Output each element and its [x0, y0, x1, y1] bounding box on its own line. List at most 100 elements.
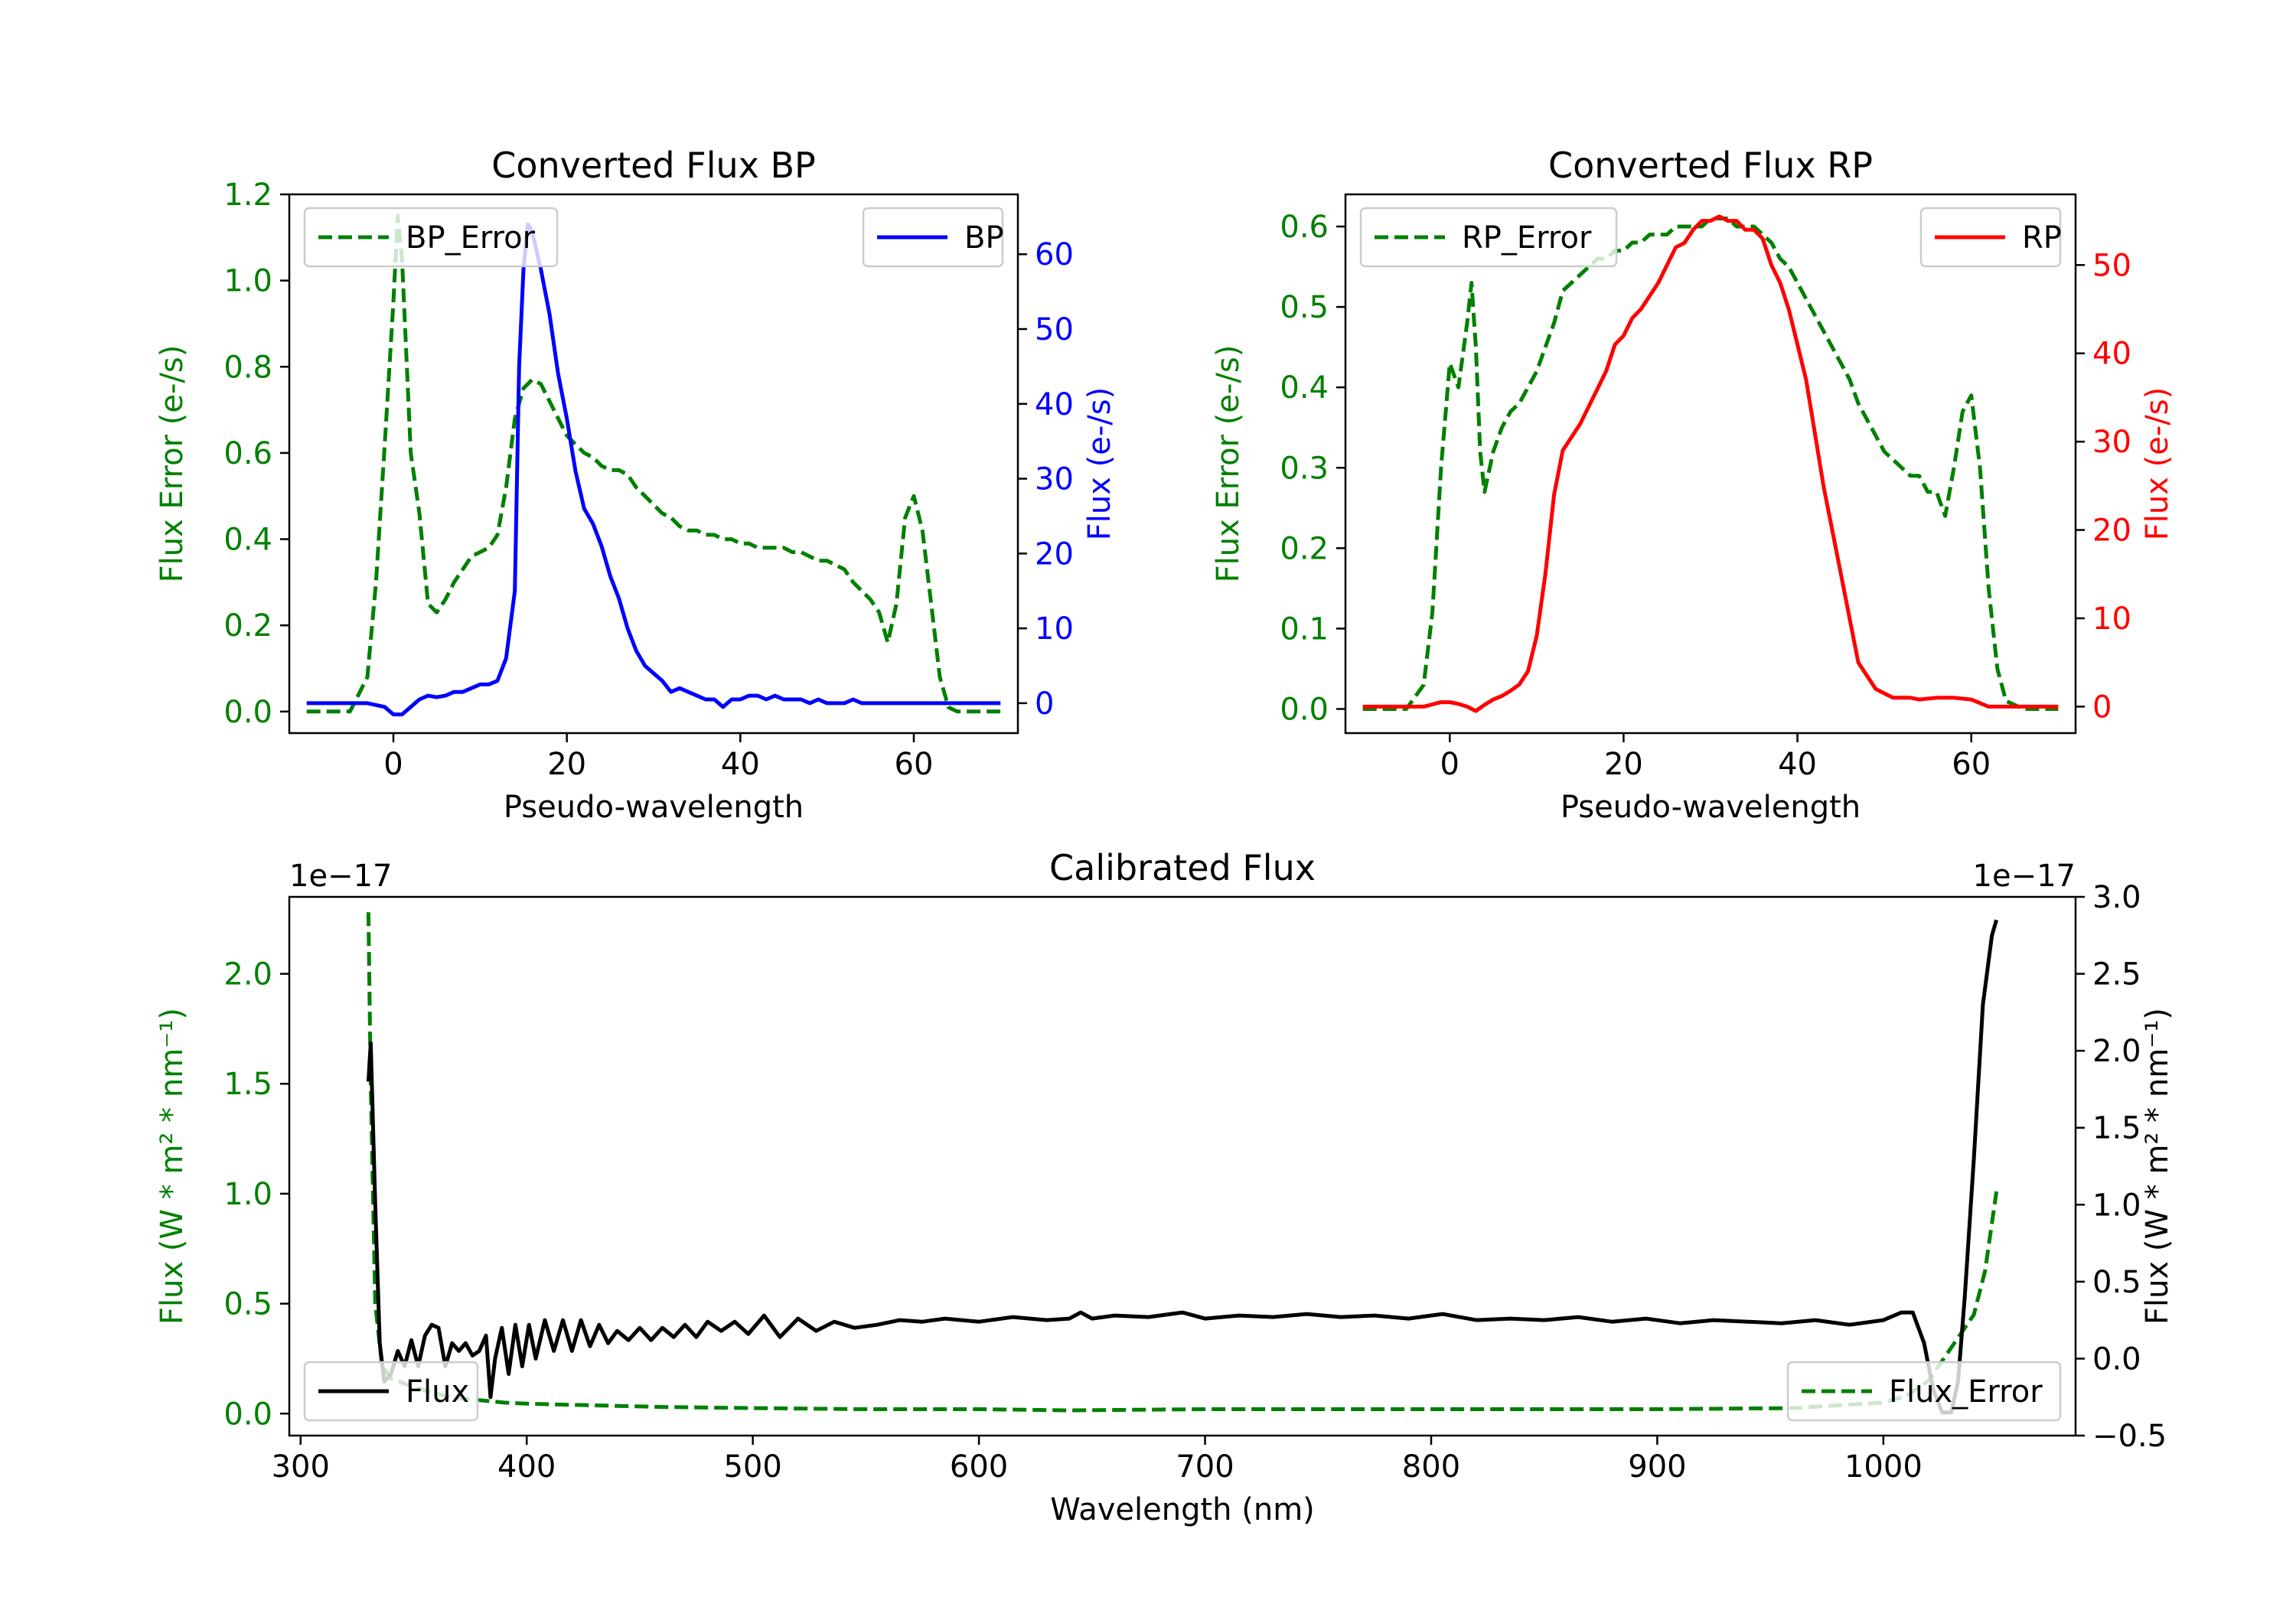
- x-tick-label: 500: [723, 1449, 781, 1485]
- y-right-tick-label: 0.0: [2092, 1341, 2141, 1377]
- y-right-tick-label: 0: [1035, 686, 1054, 722]
- y-right-axis-label: Flux (e-/s): [2140, 387, 2175, 540]
- legend-label: RP_Error: [1462, 220, 1592, 256]
- legend-label: Flux: [406, 1374, 469, 1410]
- x-tick-label: 40: [721, 747, 760, 782]
- chart-title: Converted Flux RP: [1548, 145, 1873, 186]
- y-right-tick-label: 50: [1035, 312, 1074, 347]
- y-left-tick-label: 0.0: [223, 1397, 272, 1432]
- x-tick-label: 60: [1952, 747, 1991, 782]
- y-left-axis-label: Flux Error (e-/s): [1211, 345, 1246, 583]
- legend-box: [303, 1361, 479, 1422]
- y-left-tick-label: 1.0: [223, 1177, 272, 1212]
- y-left-axis-label: Flux (W * m² * nm⁻¹): [155, 1008, 190, 1325]
- legend-right: RP: [1919, 207, 2062, 268]
- axes-frame: [1344, 193, 2077, 735]
- y-right-tick-label: 10: [1035, 611, 1074, 647]
- y-right-tick-label: 60: [1035, 237, 1074, 272]
- y-left-tick-label: 0.6: [223, 436, 272, 471]
- x-tick-label: 700: [1176, 1449, 1234, 1485]
- y-right-tick-label: 10: [2092, 601, 2131, 637]
- y-right-tick-label: −0.5: [2092, 1419, 2167, 1454]
- y-left-tick-label: 0.5: [1280, 290, 1329, 325]
- y-right-tick-label: 1.0: [2092, 1188, 2141, 1223]
- x-tick-label: 20: [547, 747, 586, 782]
- series-line-flux: [366, 919, 1998, 1415]
- x-tick-label: 60: [895, 747, 934, 782]
- y-left-tick-label: 0.4: [1280, 370, 1329, 406]
- legend-right: BP: [862, 207, 1004, 268]
- y-left-tick-label: 0.1: [1280, 611, 1329, 647]
- chart-2: Converted Flux RP 0 20 40 60 0.0 0.1 0.2 0.3 0.4 0…: [1211, 145, 2175, 825]
- x-tick-label: 40: [1778, 747, 1817, 782]
- y-left-tick-label: 0.0: [223, 695, 272, 730]
- y-right-tick-label: 50: [2092, 248, 2131, 283]
- legend-box: [1359, 207, 1618, 268]
- legend-label: BP_Error: [406, 220, 536, 256]
- y-right-axis-label: Flux (e-/s): [1082, 387, 1117, 540]
- chart-3: Calibrated Flux 300 400 500 600 700 800 900 1000…: [155, 847, 2175, 1527]
- x-tick-label: 600: [950, 1449, 1008, 1485]
- x-tick-label: 300: [272, 1449, 330, 1485]
- y-right-tick-label: 30: [2092, 425, 2131, 460]
- y-right-tick-label: 20: [2092, 513, 2131, 549]
- plot-area: [306, 214, 1001, 717]
- y-left-axis-label: Flux Error (e-/s): [155, 345, 190, 583]
- y-right-offset-label: 1e−17: [1973, 859, 2076, 894]
- y-left-offset-label: 1e−17: [289, 859, 392, 894]
- chart-title: Converted Flux BP: [491, 145, 816, 186]
- y-left-tick-label: 0.2: [223, 608, 272, 644]
- axes-frame: [288, 193, 1019, 735]
- y-left-tick-label: 0.4: [223, 523, 272, 558]
- y-left-tick-label: 0.6: [1280, 210, 1329, 245]
- x-tick-label: 800: [1402, 1449, 1460, 1485]
- y-right-tick-label: 20: [1035, 536, 1074, 572]
- y-right-tick-label: 2.0: [2092, 1034, 2141, 1069]
- y-right-tick-label: 40: [1035, 387, 1074, 422]
- legend-right: Flux_Error: [1786, 1361, 2062, 1422]
- legend-left: RP_Error: [1359, 207, 1618, 268]
- plot-area: [1362, 214, 2059, 713]
- legend-label: RP: [2022, 220, 2062, 256]
- legend-label: BP: [964, 220, 1004, 256]
- axes-frame: [288, 895, 2077, 1437]
- y-right-tick-label: 3.0: [2092, 880, 2141, 915]
- y-right-tick-label: 40: [2092, 337, 2131, 372]
- y-left-tick-label: 0.2: [1280, 531, 1329, 566]
- y-left-tick-label: 1.0: [223, 264, 272, 299]
- y-left-tick-label: 0.5: [223, 1287, 272, 1322]
- x-axis-label: Pseudo-wavelength: [1561, 790, 1861, 825]
- y-right-tick-label: 1.5: [2092, 1111, 2141, 1146]
- y-left-tick-label: 2.0: [223, 957, 272, 993]
- x-tick-label: 400: [497, 1449, 556, 1485]
- x-axis-label: Pseudo-wavelength: [504, 790, 804, 825]
- y-left-tick-label: 1.5: [223, 1067, 272, 1102]
- series-line-bp-error: [306, 214, 1001, 714]
- series-line-rp-error: [1362, 217, 2059, 711]
- x-tick-label: 20: [1604, 747, 1643, 782]
- series-line-bp: [306, 222, 1001, 717]
- x-tick-label: 900: [1628, 1449, 1686, 1485]
- legend-box: [303, 207, 559, 268]
- y-left-tick-label: 0.0: [1280, 692, 1329, 727]
- x-tick-label: 1000: [1844, 1449, 1923, 1485]
- y-left-tick-label: 0.8: [223, 350, 272, 385]
- y-right-tick-label: 30: [1035, 462, 1074, 497]
- chart-1: Converted Flux BP 0 20 40 60 0.0 0.2 0.4 0.6 0.8 1…: [155, 145, 1117, 825]
- legend-left: Flux: [303, 1361, 479, 1422]
- x-tick-label: 0: [383, 747, 403, 782]
- series-line-rp: [1362, 214, 2059, 713]
- y-left-tick-label: 0.3: [1280, 451, 1329, 486]
- y-right-axis-label: Flux (W * m² * nm⁻¹): [2140, 1008, 2175, 1325]
- y-right-tick-label: 2.5: [2092, 957, 2141, 993]
- legend-label: Flux_Error: [1889, 1374, 2043, 1410]
- legend-box: [1786, 1361, 2062, 1422]
- legend-left: BP_Error: [303, 207, 559, 268]
- y-left-tick-label: 1.2: [223, 178, 272, 213]
- x-tick-label: 0: [1440, 747, 1459, 782]
- y-right-tick-label: 0: [2092, 689, 2112, 725]
- y-right-tick-label: 0.5: [2092, 1265, 2141, 1300]
- chart-title: Calibrated Flux: [1049, 847, 1316, 888]
- plot-area: [366, 912, 1999, 1415]
